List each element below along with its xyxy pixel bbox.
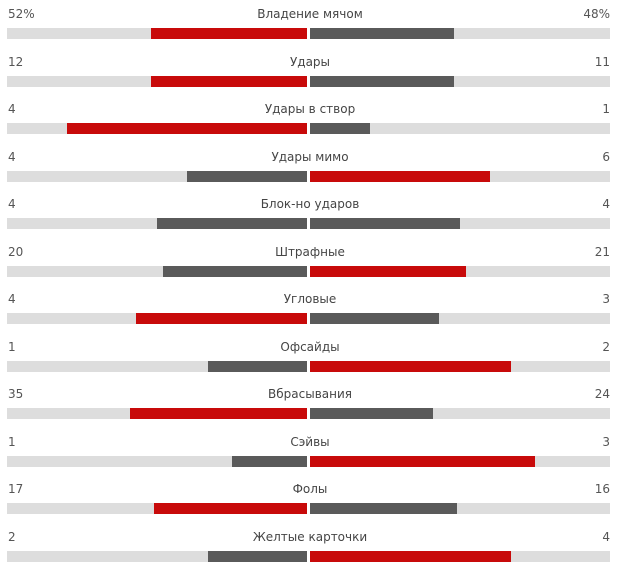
stat-right-bar [310,550,511,562]
stat-name: Владение мячом [257,7,363,21]
stat-right-track [310,313,610,324]
stat-name: Удары [289,54,331,69]
stat-left-bar [136,313,307,324]
stat-row: 35 Вбрасывания 24 [0,386,620,424]
stat-left-value: 35 [8,387,24,401]
stat-right-bar [310,265,466,277]
stat-right-track [310,123,610,134]
stat-left-track [7,408,307,419]
stat-left-bar [187,170,307,182]
stat-right-value: 3 [602,292,610,306]
stat-row: 4 Удары в створ 1 [0,101,620,139]
stat-right-value: 24 [594,387,610,401]
stat-left-track [7,28,307,39]
stat-left-value: 12 [8,54,24,69]
stat-name: Удары в створ [264,102,356,116]
stat-right-bar [310,503,457,514]
stat-left-value: 4 [8,292,16,306]
stat-left-track [7,170,307,182]
stat-right-track [310,550,610,562]
stat-left-value: 4 [8,102,16,116]
stat-left-value: 20 [8,244,24,259]
stat-left-bar [232,455,307,467]
stat-left-track [7,360,307,372]
stat-row: 52% Владение мячом 48% [0,6,620,44]
stat-name: Вбрасывания [268,387,352,401]
stat-right-track [310,265,610,277]
stat-left-bar [208,550,307,562]
stat-left-bar [157,218,307,229]
stat-left-bar [163,265,307,277]
stat-left-track [7,75,307,87]
stat-left-bar [67,123,307,134]
stat-right-value: 2 [602,339,610,354]
stat-row: 1 Офсайды 2 [0,339,620,377]
stat-left-bar [208,360,307,372]
stat-left-bar [151,75,307,87]
stat-name: Угловые [283,292,337,306]
stat-right-bar [310,75,454,87]
stat-right-track [310,75,610,87]
stat-left-bar [130,408,307,419]
stat-right-value: 48% [583,7,610,21]
stat-right-bar [310,170,490,182]
stat-left-value: 17 [8,482,24,496]
stat-right-value: 1 [602,102,610,116]
stat-left-value: 1 [8,434,16,449]
stat-name: Блок-но ударов [260,197,360,211]
stat-right-value: 4 [602,197,610,211]
stat-right-track [310,218,610,229]
stat-right-bar [310,28,454,39]
stat-right-bar [310,218,460,229]
stat-row: 12 Удары 11 [0,54,620,92]
stat-right-value: 11 [594,54,610,69]
stat-right-bar [310,313,439,324]
stat-left-track [7,550,307,562]
stat-left-bar [151,28,307,39]
stat-right-value: 6 [602,149,610,164]
stat-right-bar [310,360,511,372]
stat-right-value: 3 [602,434,610,449]
stat-left-value: 4 [8,197,16,211]
stat-right-track [310,408,610,419]
stat-left-track [7,218,307,229]
stat-right-value: 21 [594,244,610,259]
stat-left-value: 4 [8,149,16,164]
stat-row: 20 Штрафные 21 [0,244,620,282]
stat-right-track [310,28,610,39]
stat-left-track [7,503,307,514]
stat-row: 1 Сэйвы 3 [0,434,620,472]
stat-name: Желтые карточки [252,529,368,544]
stat-left-track [7,265,307,277]
stat-right-track [310,170,610,182]
stat-left-bar [154,503,307,514]
stat-name: Штрафные [275,244,345,259]
stat-right-bar [310,455,535,467]
stat-row: 2 Желтые карточки 4 [0,529,620,567]
stat-right-value: 4 [602,529,610,544]
stat-left-value: 52% [8,7,35,21]
stat-name: Удары мимо [271,149,349,164]
stat-name: Сэйвы [290,434,330,449]
stat-row: 17 Фолы 16 [0,481,620,519]
stat-name: Офсайды [280,339,340,354]
stat-left-value: 1 [8,339,16,354]
stat-right-bar [310,123,370,134]
stat-row: 4 Удары мимо 6 [0,149,620,187]
stat-right-track [310,360,610,372]
stat-row: 4 Угловые 3 [0,291,620,329]
stat-left-value: 2 [8,529,16,544]
stat-right-bar [310,408,433,419]
stat-right-track [310,455,610,467]
stat-row: 4 Блок-но ударов 4 [0,196,620,234]
stat-name: Фолы [292,482,328,496]
stat-right-value: 16 [594,482,610,496]
stat-left-track [7,455,307,467]
stat-left-track [7,313,307,324]
stat-right-track [310,503,610,514]
stat-left-track [7,123,307,134]
